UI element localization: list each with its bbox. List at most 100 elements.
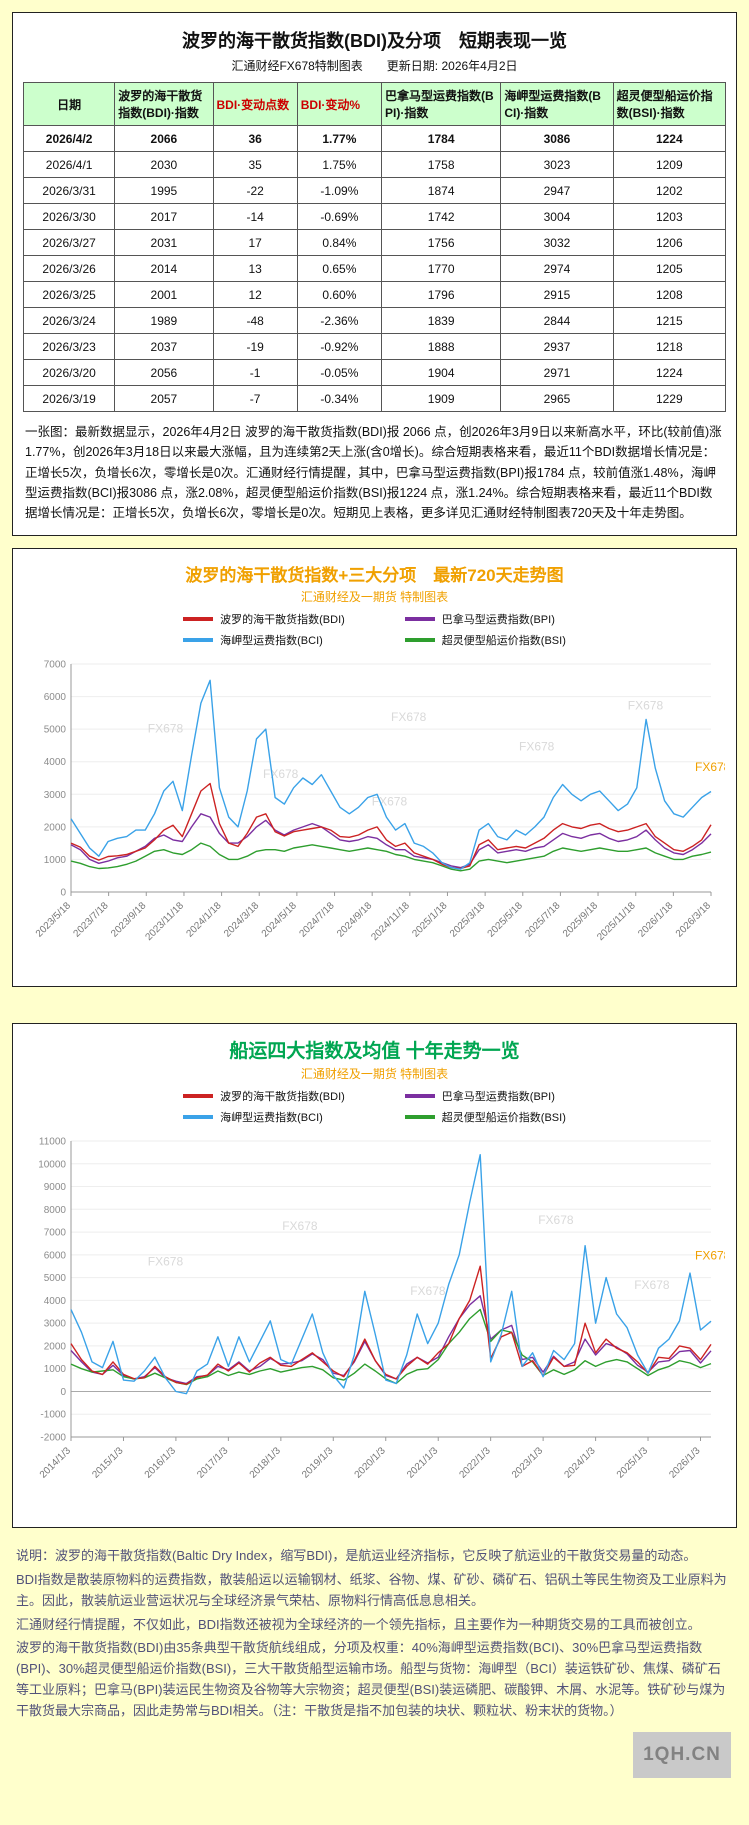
- svg-text:2025/1/3: 2025/1/3: [614, 1445, 650, 1481]
- bci-line-swatch: [183, 1115, 214, 1120]
- table-cell: -14: [212, 203, 298, 230]
- table-cell: 1909: [380, 385, 502, 412]
- table-cell: 2937: [500, 333, 614, 360]
- chart-720day-panel: 波罗的海干散货指数+三大分项 最新720天走势图 汇通财经及一期货 特制图表 波…: [12, 548, 737, 988]
- svg-text:FX678: FX678: [519, 740, 555, 754]
- svg-text:FX678: FX678: [391, 710, 427, 724]
- svg-text:2014/1/3: 2014/1/3: [37, 1445, 73, 1481]
- bdi-short-term-table: 日期 波罗的海干散货指数(BDI)·指数 BDI·变动点数 BDI·变动% 巴拿马型运费…: [22, 82, 727, 412]
- table-row: 2026/3/26 2014 13 0.65% 1770 2974 1205: [22, 255, 727, 282]
- table-cell: 1995: [114, 177, 214, 204]
- svg-text:5000: 5000: [43, 725, 66, 736]
- table-cell: -0.92%: [296, 333, 382, 360]
- table-cell: -22: [212, 177, 298, 204]
- table-cell: 1205: [612, 255, 727, 282]
- table-cell: 1904: [380, 359, 502, 386]
- svg-text:2025/7/18: 2025/7/18: [523, 900, 563, 940]
- table-cell: 0.65%: [296, 255, 382, 282]
- table-cell: -0.69%: [296, 203, 382, 230]
- svg-text:2024/1/3: 2024/1/3: [562, 1445, 598, 1481]
- svg-text:0: 0: [60, 1387, 66, 1398]
- svg-text:FX678: FX678: [634, 1278, 670, 1292]
- table-row: 2026/3/19 2057 -7 -0.34% 1909 2965 1229: [22, 385, 727, 412]
- column-header: 海岬型运费指数(BCI)·指数: [500, 82, 614, 126]
- svg-text:2020/1/3: 2020/1/3: [352, 1445, 388, 1481]
- svg-text:2016/1/3: 2016/1/3: [142, 1445, 178, 1481]
- table-cell: 1215: [612, 307, 727, 334]
- table-cell: 3086: [500, 125, 614, 152]
- svg-text:FX678: FX678: [147, 722, 183, 736]
- table-cell: 1224: [612, 359, 727, 386]
- table-cell: 12: [212, 281, 298, 308]
- column-header: BDI·变动点数: [212, 82, 298, 126]
- svg-text:4000: 4000: [43, 1296, 66, 1307]
- table-row: 2026/3/23 2037 -19 -0.92% 1888 2937 1218: [22, 333, 727, 360]
- legend-item-bsi: 超灵便型船运价指数(BSI): [404, 632, 566, 648]
- svg-text:2024/3/18: 2024/3/18: [222, 900, 262, 940]
- table-cell: 1888: [380, 333, 502, 360]
- legend-label-bsi: 超灵便型船运价指数(BSI): [441, 635, 566, 648]
- table-cell: 1229: [612, 385, 727, 412]
- svg-text:6000: 6000: [43, 1251, 66, 1262]
- footer-paragraph-3: 汇通财经行情提醒，不仅如此，BDI指数还被视为全球经济的一个领先指标，且主要作为…: [16, 1616, 701, 1632]
- svg-text:2025/5/18: 2025/5/18: [485, 900, 525, 940]
- table-cell: 2030: [114, 151, 214, 178]
- table-cell: 1758: [380, 151, 502, 178]
- table-cell: 1.75%: [296, 151, 382, 178]
- svg-text:2023/11/18: 2023/11/18: [143, 900, 186, 943]
- table-row: 2026/3/25 2001 12 0.60% 1796 2915 1208: [22, 281, 727, 308]
- table-cell: 2947: [500, 177, 614, 204]
- table-cell: 1202: [612, 177, 727, 204]
- svg-text:2023/5/18: 2023/5/18: [33, 900, 73, 940]
- svg-text:2026/1/3: 2026/1/3: [667, 1445, 703, 1481]
- table-cell: 2026/3/24: [22, 307, 116, 334]
- footer-notes: 说明：波罗的海干散货指数(Baltic Dry Index，缩写BDI)，是航运…: [16, 1546, 733, 1721]
- svg-text:FX678: FX678: [538, 1213, 574, 1227]
- table-cell: 35: [212, 151, 298, 178]
- watermark-label: 1QH.CN: [643, 1743, 721, 1765]
- legend-item-bdi: 波罗的海干散货指数(BDI): [183, 611, 345, 627]
- table-cell: 2026/3/23: [22, 333, 116, 360]
- svg-text:2023/9/18: 2023/9/18: [109, 900, 149, 940]
- svg-text:FX678: FX678: [282, 1219, 318, 1233]
- column-header: BDI·变动%: [296, 82, 382, 126]
- table-cell: -1: [212, 359, 298, 386]
- svg-text:2024/5/18: 2024/5/18: [259, 900, 299, 940]
- table-cell: 2014: [114, 255, 214, 282]
- chart-720day-title: 波罗的海干散货指数+三大分项 最新720天走势图: [185, 566, 564, 586]
- column-header: 日期: [22, 82, 116, 126]
- legend-item-bci: 海岬型运费指数(BCI): [183, 632, 345, 648]
- table-cell: 1203: [612, 203, 727, 230]
- table-cell: 1742: [380, 203, 502, 230]
- table-cell: 1784: [380, 125, 502, 152]
- svg-text:2026/3/18: 2026/3/18: [673, 900, 713, 940]
- footer-paragraph-1: 说明：波罗的海干散货指数(Baltic Dry Index，缩写BDI)，是航运…: [16, 1548, 697, 1564]
- svg-text:FX678: FX678: [147, 1255, 183, 1269]
- svg-text:10000: 10000: [38, 1160, 66, 1171]
- column-header: 波罗的海干散货指数(BDI)·指数: [114, 82, 214, 126]
- svg-text:FX678: FX678: [371, 795, 407, 809]
- table-body: 2026/4/2 2066 36 1.77% 1784 3086 1224 2026/4/1 2…: [22, 125, 727, 412]
- table-cell: 2026/4/2: [22, 125, 116, 152]
- svg-text:2025/1/18: 2025/1/18: [410, 900, 450, 940]
- table-cell: 2001: [114, 281, 214, 308]
- chart-720day-svg: 010002000300040005000600070002023/5/1820…: [33, 660, 724, 943]
- table-header-row: 日期 波罗的海干散货指数(BDI)·指数 BDI·变动点数 BDI·变动% 巴拿马型运费…: [22, 82, 727, 126]
- svg-text:6000: 6000: [43, 692, 66, 703]
- table-cell: -2.36%: [296, 307, 382, 334]
- svg-text:8000: 8000: [43, 1205, 66, 1216]
- legend-label-bpi: 巴拿马型运费指数(BPI): [441, 1091, 555, 1104]
- table-cell: 1874: [380, 177, 502, 204]
- table-cell: 1.77%: [296, 125, 382, 152]
- svg-text:2022/1/3: 2022/1/3: [457, 1445, 493, 1481]
- svg-text:0: 0: [60, 888, 66, 899]
- chart-10year-subtitle: 汇通财经及一期货 特制图表: [300, 1067, 449, 1082]
- legend-item-bsi: 超灵便型船运价指数(BSI): [404, 1109, 566, 1125]
- table-row: 2026/4/1 2030 35 1.75% 1758 3023 1209: [22, 151, 727, 178]
- table-cell: 1796: [380, 281, 502, 308]
- svg-text:FX678: FX678: [263, 767, 299, 781]
- table-cell: 2026/3/26: [22, 255, 116, 282]
- table-subtitle: 汇通财经FX678特制图表 更新日期: 2026年4月2日: [231, 59, 518, 73]
- table-cell: 1218: [612, 333, 727, 360]
- table-cell: 2026/3/20: [22, 359, 116, 386]
